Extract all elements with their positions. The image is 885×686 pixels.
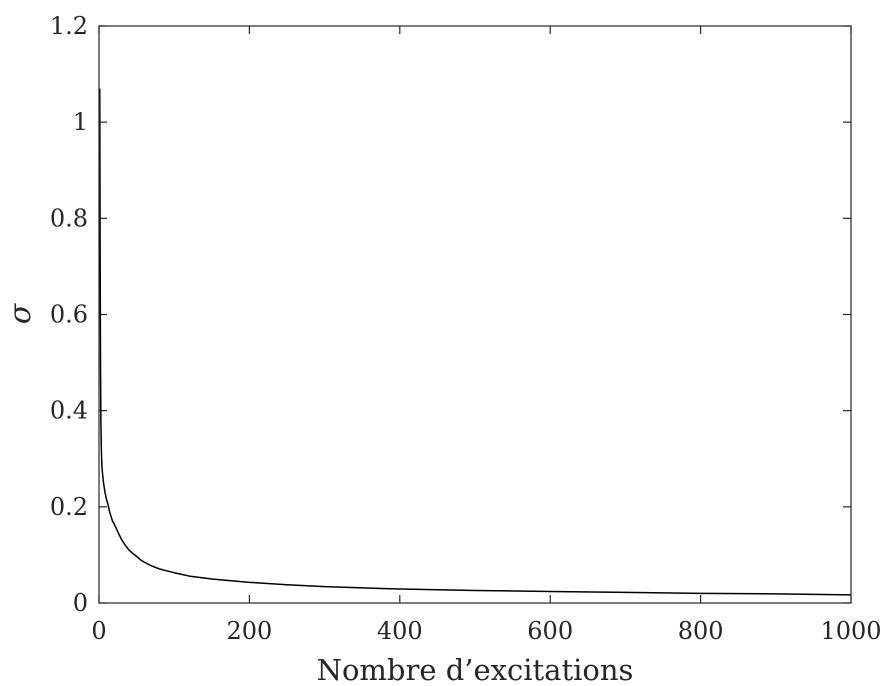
plot-frame	[98, 25, 852, 604]
x-tick-label: 0	[91, 617, 106, 645]
y-tick-label: 0.2	[50, 493, 88, 521]
y-tick-label: 0	[73, 589, 88, 617]
x-ticks: 0 200 400 600 800 1000	[91, 26, 882, 645]
series-line	[99, 88, 852, 596]
y-tick-label: 0.8	[50, 204, 88, 232]
x-tick-label: 800	[678, 617, 724, 645]
y-tick-label: 1.2	[50, 12, 88, 40]
x-axis-label: Nombre d’excitations	[317, 653, 634, 686]
y-tick-label: 1	[73, 108, 88, 136]
y-ticks: 0 0.2 0.4 0.6 0.8 1 1.2	[50, 12, 851, 617]
y-tick-label: 0.4	[50, 397, 88, 425]
y-axis-label: σ	[3, 302, 38, 324]
plot-area	[99, 26, 851, 603]
x-tick-label: 200	[226, 617, 272, 645]
y-tick-label: 0.6	[50, 301, 88, 329]
x-tick-label: 600	[527, 617, 573, 645]
x-tick-label: 400	[377, 617, 423, 645]
x-tick-label: 1000	[820, 617, 881, 645]
